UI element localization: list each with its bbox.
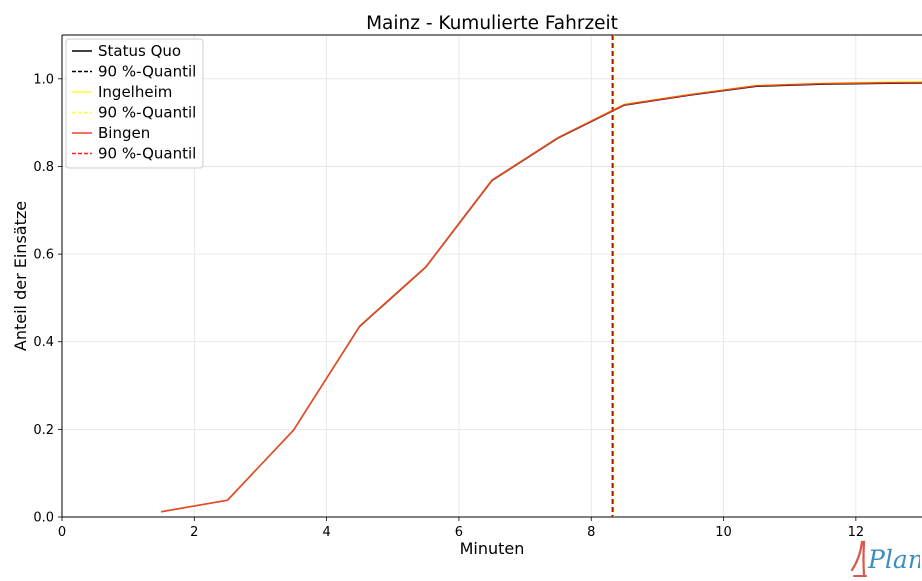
legend-label: 90 %-Quantil <box>98 63 196 81</box>
grid <box>61 35 922 518</box>
legend-label: Bingen <box>98 124 150 142</box>
axes <box>61 34 922 518</box>
y-tick-label: 0.2 <box>33 423 54 438</box>
x-tick-label: 4 <box>322 525 330 540</box>
y-tick-label: 1.0 <box>33 72 54 87</box>
chart-title: Mainz - Kumulierte Fahrzeit <box>366 13 618 34</box>
legend-label: 90 %-Quantil <box>98 145 196 163</box>
legend-label: 90 %-Quantil <box>98 104 196 122</box>
series-line-status-quo <box>161 82 922 513</box>
legend-box <box>65 38 204 169</box>
plot-area <box>161 35 922 517</box>
series-line-bingen <box>161 81 922 513</box>
y-tick-label: 0.6 <box>33 248 54 263</box>
series-line-ingelheim <box>161 80 922 513</box>
x-tick-label: 2 <box>190 525 198 540</box>
y-tick-label: 0.0 <box>33 511 54 526</box>
x-tick-label: 10 <box>715 525 732 540</box>
legend-label: Ingelheim <box>98 83 172 101</box>
svg-text:Plan: Plan <box>867 545 920 574</box>
x-tick-label: 8 <box>587 525 595 540</box>
x-axis-label: Minuten <box>460 539 525 558</box>
ticks: 0 2 4 6 8 10 12 0.0 0.2 0.4 0.6 0.8 1.0 <box>33 72 864 540</box>
y-tick-label: 0.4 <box>33 335 54 350</box>
x-tick-label: 0 <box>58 525 66 540</box>
legend: Status Quo 90 %-Quantil Ingelheim 90 %-Quan… <box>65 38 204 169</box>
legend-label: Status Quo <box>98 42 181 60</box>
x-tick-label: 12 <box>848 525 865 540</box>
x-tick-label: 6 <box>455 525 463 540</box>
y-axis-label: Anteil der Einsätze <box>11 201 30 351</box>
logo-1plan: Plan <box>850 540 920 578</box>
y-tick-label: 0.8 <box>33 160 54 175</box>
